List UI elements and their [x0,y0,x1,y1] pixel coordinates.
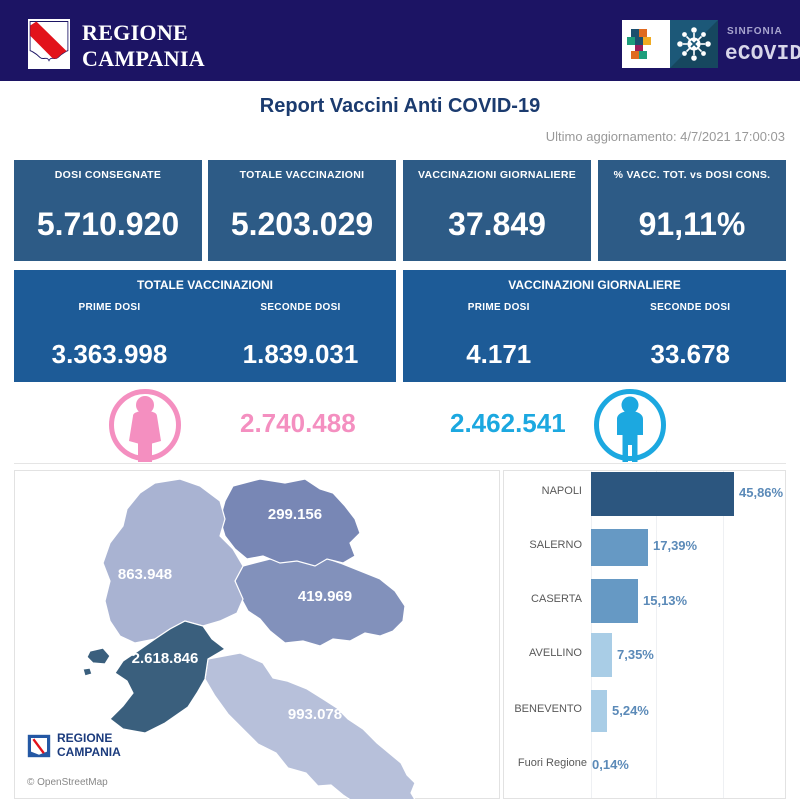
svg-text:SINFONIA: SINFONIA [727,26,783,37]
svg-text:299.156: 299.156 [268,506,322,523]
svg-text:2.618.846: 2.618.846 [132,650,199,667]
svg-text:863.948: 863.948 [118,566,172,583]
svg-text:eCOVID: eCOVID [725,43,800,66]
svg-text:419.969: 419.969 [298,588,352,605]
svg-text:993.078: 993.078 [288,706,342,723]
